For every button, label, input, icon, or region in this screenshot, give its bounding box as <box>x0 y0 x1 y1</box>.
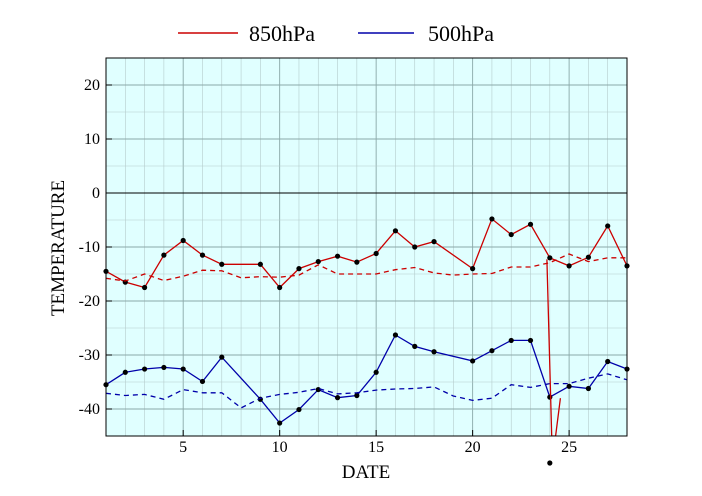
data-point <box>605 223 611 229</box>
legend: 850hPa 500hPa <box>178 21 494 46</box>
data-point <box>277 420 283 426</box>
data-point <box>296 406 302 413</box>
data-point <box>585 385 592 392</box>
data-point <box>354 392 360 399</box>
data-point <box>547 255 553 261</box>
data-point <box>199 378 206 385</box>
x-axis-title: DATE <box>342 462 391 483</box>
data-point <box>527 337 534 344</box>
spike-line <box>546 259 562 436</box>
data-point <box>373 250 379 257</box>
data-point <box>605 358 611 365</box>
data-point <box>315 258 321 265</box>
data-point <box>373 369 379 375</box>
data-point <box>296 266 302 272</box>
data-point <box>392 332 399 338</box>
data-point <box>277 284 283 291</box>
data-point <box>392 228 399 234</box>
data-point <box>412 343 418 349</box>
y-tick-label: -20 <box>79 293 100 310</box>
data-point <box>527 221 534 227</box>
y-tick-label: 0 <box>92 185 100 202</box>
data-point <box>180 366 186 372</box>
data-point <box>161 364 167 371</box>
data-point <box>219 261 225 267</box>
y-tick-label: -40 <box>79 401 100 418</box>
data-point <box>508 337 514 344</box>
y-tick-label: -10 <box>79 239 100 256</box>
y-axis-title: TEMPERATURE <box>48 180 69 316</box>
x-tick-label: 5 <box>179 439 187 456</box>
data-point <box>257 261 263 267</box>
data-point <box>199 252 206 258</box>
tick-layer: 5 10 15 20 25 -40 -30 -20 -10 0 10 20 <box>79 77 577 456</box>
data-point <box>489 348 495 354</box>
data-point <box>354 259 360 265</box>
data-point <box>470 358 476 364</box>
data-point <box>141 366 148 372</box>
data-point <box>508 231 514 238</box>
y-tick-label: -30 <box>79 347 100 364</box>
x-tick-label: 15 <box>368 439 384 456</box>
y-tick-label: 10 <box>84 131 100 148</box>
data-point <box>566 383 572 389</box>
data-point <box>180 237 186 244</box>
data-point <box>547 394 553 400</box>
series-line-1 <box>106 253 627 282</box>
legend-label: 850hPa <box>249 21 315 46</box>
data-point <box>412 244 418 250</box>
x-tick-label: 20 <box>465 439 481 456</box>
data-point <box>141 284 148 291</box>
x-tick-label: 10 <box>272 439 288 456</box>
data-point <box>585 254 592 260</box>
data-point <box>334 395 341 401</box>
series-line-3 <box>106 373 627 409</box>
data-point <box>431 239 437 245</box>
legend-label: 500hPa <box>428 21 494 46</box>
series-line-0 <box>106 217 627 289</box>
series-line-2 <box>106 334 627 424</box>
data-point <box>566 263 572 269</box>
x-tick-label: 25 <box>561 439 577 456</box>
y-tick-label: 20 <box>84 77 100 94</box>
data-point <box>470 266 476 272</box>
data-point <box>489 216 495 222</box>
data-point <box>431 349 437 355</box>
data-point <box>219 354 225 360</box>
data-point <box>161 252 167 258</box>
series-layer <box>103 216 630 466</box>
data-point <box>334 253 341 259</box>
outlier-point <box>547 460 553 466</box>
data-point <box>122 369 128 375</box>
